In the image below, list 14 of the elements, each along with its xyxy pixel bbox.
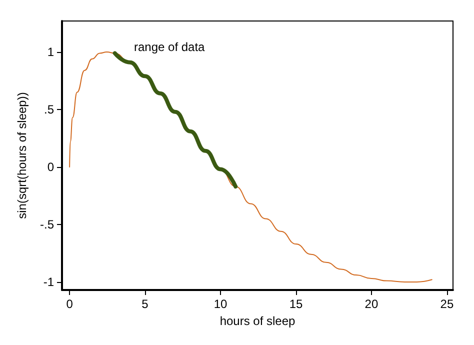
x-tick-label: 5 bbox=[142, 297, 149, 311]
annotation: range of data bbox=[134, 40, 206, 54]
y-tick-label: -1 bbox=[43, 274, 54, 289]
x-tick-label: 10 bbox=[214, 297, 228, 311]
x-axis-title: hours of sleep bbox=[220, 314, 296, 328]
y-tick-label: .5 bbox=[44, 102, 54, 117]
x-tick-label: 0 bbox=[66, 297, 74, 311]
x-tick-label: 20 bbox=[364, 297, 378, 311]
y-tick-label: -.5 bbox=[40, 217, 54, 232]
x-tick-label: 15 bbox=[289, 297, 303, 311]
y-tick-label: 0 bbox=[47, 160, 54, 174]
x-tick-label: 25 bbox=[440, 297, 454, 311]
y-tick-label: 1 bbox=[47, 45, 54, 60]
y-axis-title: sin(sqrt(hours of sleep)) bbox=[15, 92, 29, 219]
